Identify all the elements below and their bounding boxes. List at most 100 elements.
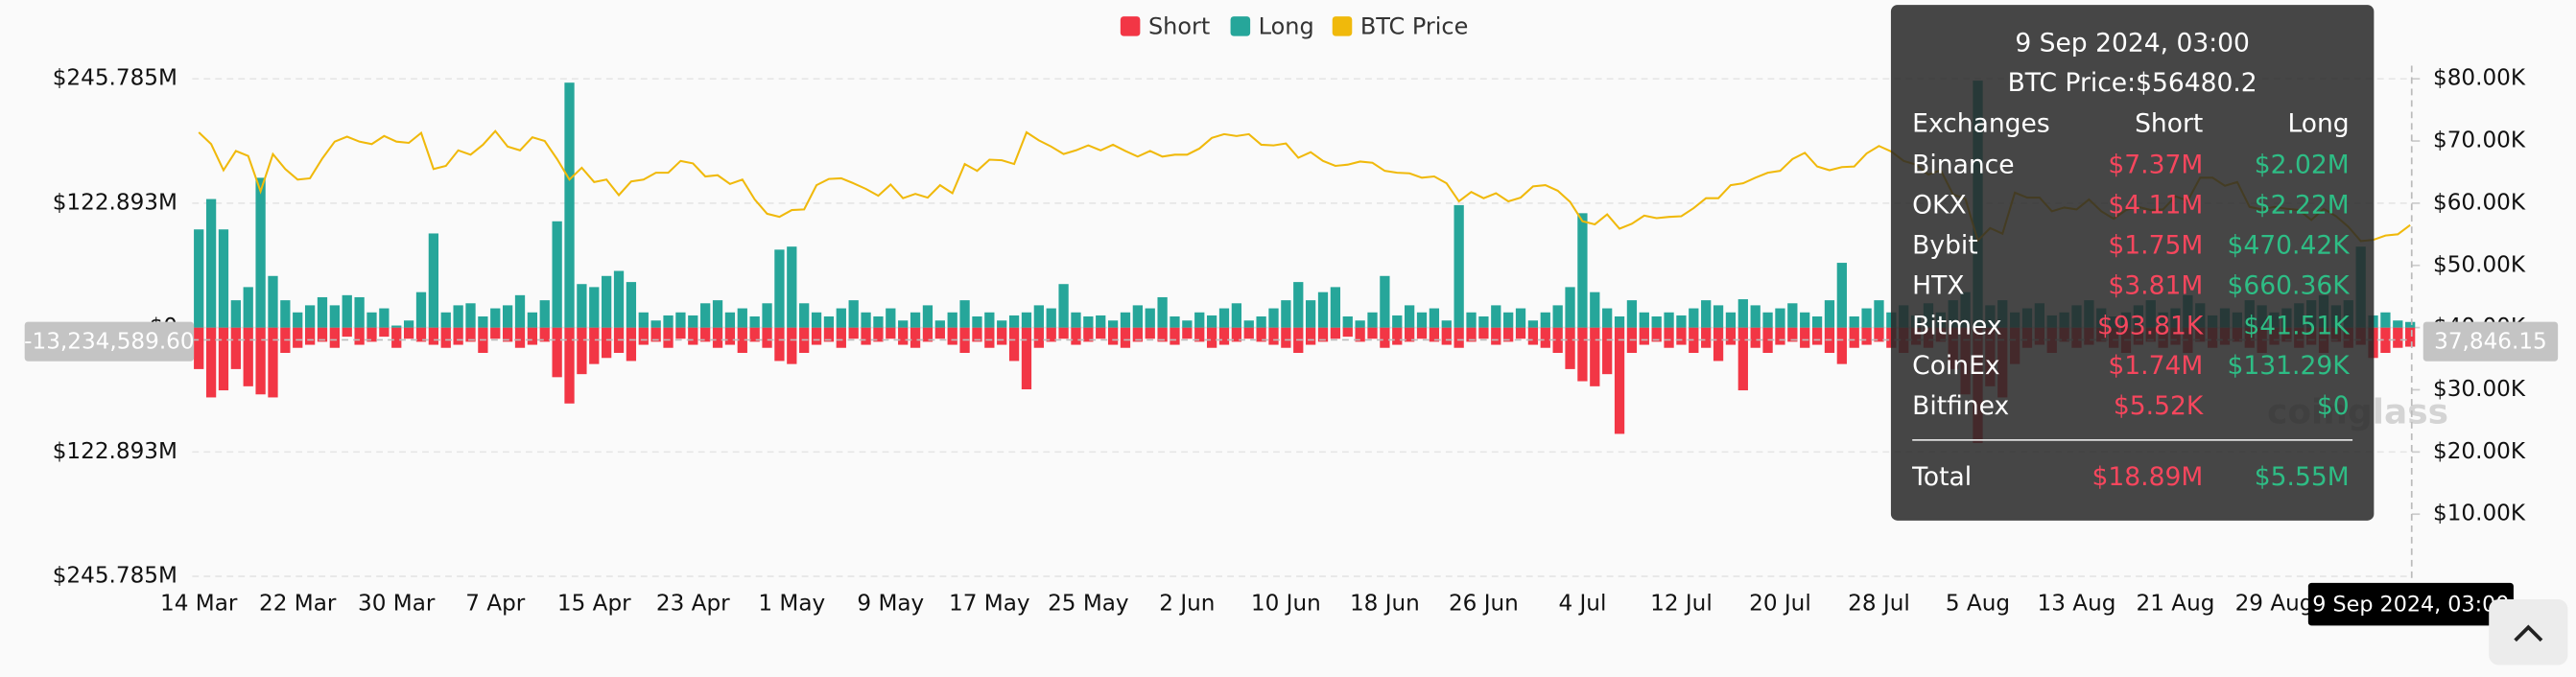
- bar: [688, 327, 698, 345]
- crosshair-y2-box: [2422, 321, 2559, 362]
- bar: [898, 327, 909, 345]
- bar: [1577, 213, 1588, 328]
- x-tick-label: 2 Jun: [1159, 592, 1215, 617]
- bar: [268, 327, 278, 398]
- bar: [700, 303, 711, 328]
- bar: [1256, 327, 1266, 342]
- bar: [391, 325, 402, 328]
- bar: [527, 327, 538, 345]
- bar: [984, 327, 995, 348]
- bar: [527, 312, 538, 328]
- x-tick-label: 21 Aug: [2137, 592, 2215, 617]
- bar: [823, 316, 835, 328]
- bar: [1342, 316, 1353, 328]
- bar: [194, 229, 204, 328]
- tooltip-cell: CoinEx: [1912, 351, 1999, 381]
- bar: [1046, 327, 1056, 342]
- bar: [428, 327, 439, 345]
- bar: [1281, 327, 1291, 348]
- bar: [1182, 320, 1193, 328]
- bar: [1874, 300, 1884, 328]
- bar: [1491, 327, 1501, 345]
- bar: [1021, 312, 1032, 328]
- bar: [1800, 312, 1810, 328]
- bar: [749, 316, 760, 328]
- bar: [650, 327, 661, 342]
- button-bg[interactable]: [2489, 599, 2568, 665]
- bar: [1737, 327, 1748, 391]
- bar: [1120, 312, 1131, 328]
- y2-tick-label: $10.00K: [2433, 502, 2526, 526]
- bar: [787, 327, 797, 364]
- tooltip-header: Short: [2135, 109, 2203, 139]
- tooltip-cell: Bitmex: [1912, 311, 2001, 340]
- bar: [268, 275, 278, 328]
- bar: [1849, 327, 1859, 348]
- bar: [1182, 327, 1193, 339]
- bar: [453, 327, 463, 345]
- bar: [1515, 308, 1526, 328]
- bar: [589, 287, 600, 328]
- bar: [230, 300, 241, 328]
- x-tick-label: 26 Jun: [1449, 592, 1519, 617]
- bar: [774, 327, 785, 362]
- bar: [1811, 327, 1823, 345]
- legend-swatch: [1120, 16, 1141, 36]
- bar: [1380, 275, 1390, 328]
- bar: [1021, 327, 1032, 389]
- crosshair-x-label: 9 Sep 2024, 03:00: [2312, 592, 2509, 617]
- tooltip-cell: $4.11M: [2108, 190, 2203, 220]
- bar: [1737, 299, 1748, 328]
- bar: [787, 246, 797, 328]
- bar: [1503, 312, 1514, 328]
- bar: [342, 327, 352, 338]
- tooltip-total: Total: [1911, 462, 1972, 492]
- bar: [205, 327, 217, 398]
- bar: [613, 270, 625, 328]
- bar: [1787, 327, 1798, 342]
- bar: [1355, 320, 1365, 328]
- bar: [1491, 305, 1501, 328]
- bar: [428, 233, 439, 328]
- bar: [1194, 312, 1205, 328]
- bar: [1392, 327, 1403, 345]
- bar: [737, 327, 747, 353]
- bar: [255, 177, 266, 328]
- bar: [589, 327, 600, 364]
- bar: [1194, 327, 1205, 342]
- up-arrow-icon[interactable]: [2514, 624, 2543, 642]
- bar: [1626, 300, 1638, 328]
- y-tick-label: $245.785M: [53, 564, 177, 589]
- tooltip-cell: $1.75M: [2108, 230, 2203, 260]
- bar: [1416, 312, 1428, 328]
- bar: [1552, 305, 1563, 328]
- y2-tick-label: $30.00K: [2433, 377, 2526, 402]
- y2-tick-label: $20.00K: [2433, 439, 2526, 464]
- tooltip-cell: Binance: [1912, 150, 2014, 179]
- bar: [1058, 327, 1069, 339]
- bar: [700, 327, 711, 342]
- x-tick-label: 17 May: [949, 592, 1030, 617]
- bar: [1453, 204, 1464, 328]
- scroll-top-button[interactable]: [2489, 599, 2568, 665]
- bar: [626, 327, 637, 362]
- bar: [293, 327, 303, 348]
- tooltip-cell: $7.37M: [2108, 150, 2203, 179]
- bar: [564, 82, 575, 328]
- bar: [724, 327, 736, 345]
- tooltip-cell: $131.29K: [2228, 351, 2351, 381]
- bar: [1243, 327, 1254, 339]
- y2-tick-label: $60.00K: [2433, 190, 2526, 215]
- x-tick-label: 23 Apr: [656, 592, 730, 617]
- bar: [1453, 327, 1464, 348]
- crosshair-y-label: -13,234,589.60: [24, 330, 194, 355]
- x-tick-label: 28 Jul: [1848, 592, 1910, 617]
- bar: [997, 327, 1007, 345]
- bar: [1157, 327, 1168, 342]
- bar: [1071, 327, 1081, 345]
- bar: [848, 300, 859, 328]
- bar: [1750, 305, 1761, 328]
- y-tick-label: $122.893M: [53, 439, 177, 464]
- y-tick-label: $122.893M: [53, 190, 177, 215]
